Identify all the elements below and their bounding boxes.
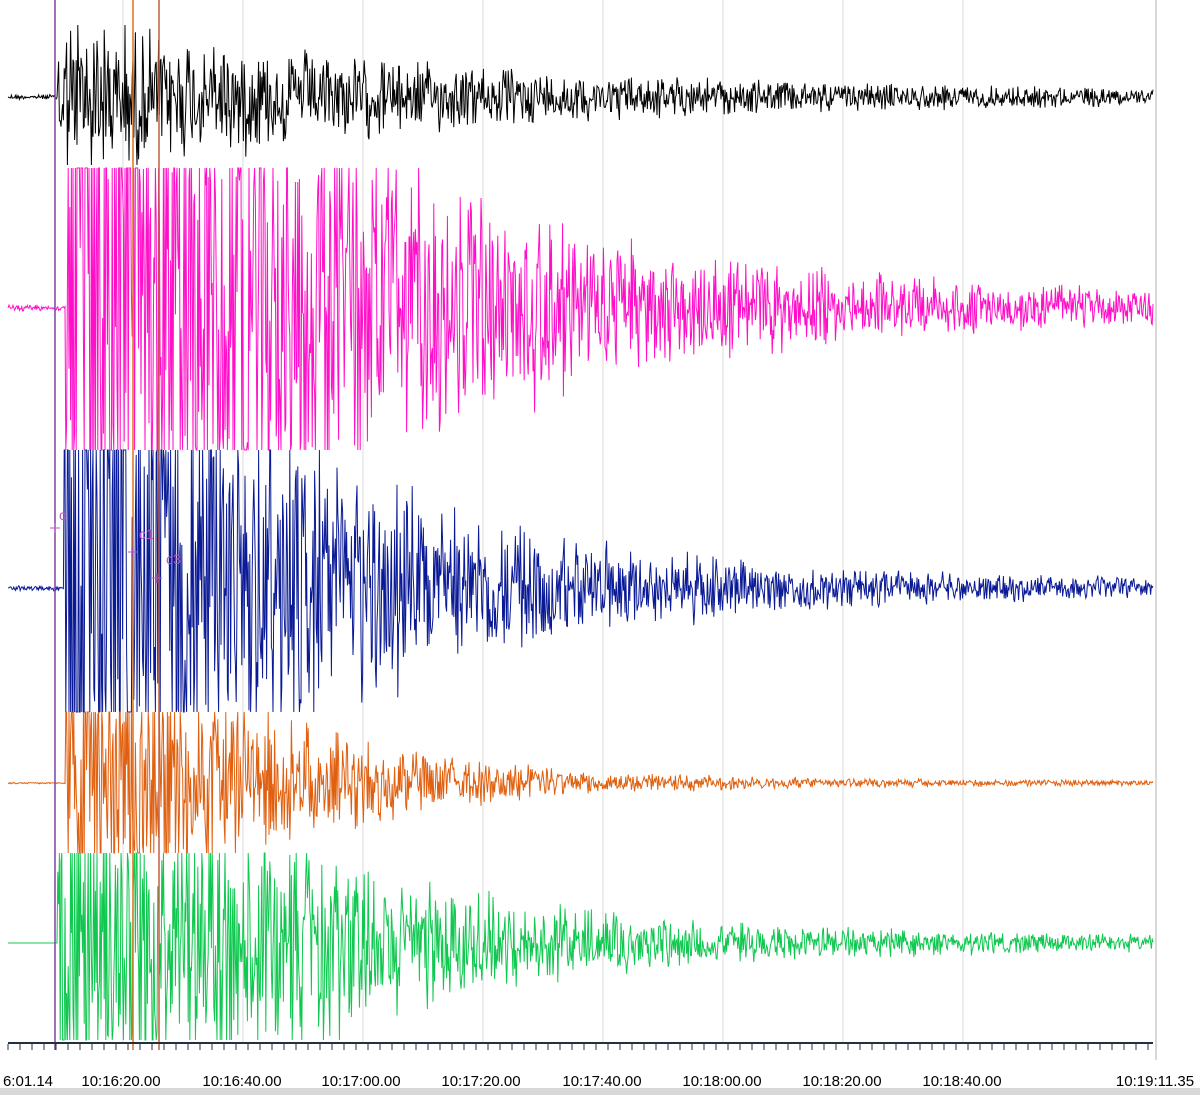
waveform: [7, 24, 1154, 166]
time-tick-label: 10:18:40.00: [922, 1073, 1001, 1090]
time-tick-label: 10:18:20.00: [802, 1073, 881, 1090]
waveform: [7, 449, 1154, 713]
time-tick-label: 10:17:20.00: [441, 1073, 520, 1090]
waveform: [8, 851, 1154, 1041]
marker-label: c1: [139, 526, 154, 542]
time-axis: 6:01.14 10:16:20.00 10:16:40.00 10:17:00.00…: [3, 1044, 1194, 1090]
marker-label: c3: [166, 551, 181, 567]
time-tick-label: 10:16:20.00: [81, 1073, 160, 1090]
waveform: [7, 711, 1154, 854]
time-tick-label: 10:16:40.00: [202, 1073, 281, 1090]
time-tick-label: 10:17:00.00: [321, 1073, 400, 1090]
grid: [122, 0, 964, 1043]
status-bar: [0, 1088, 1200, 1095]
marker-cross: [50, 523, 60, 533]
time-tick-label: 10:17:40.00: [562, 1073, 641, 1090]
time-tick-label: 10:19:11.35: [1116, 1073, 1194, 1090]
marker-cross: [152, 573, 162, 583]
traces: [7, 24, 1154, 1041]
time-tick-label: 6:01.14: [3, 1073, 53, 1090]
markers: c c1 c3: [50, 507, 181, 583]
marker-label: c: [59, 507, 66, 523]
marker-cross: [128, 547, 138, 557]
waveform: [7, 167, 1154, 451]
time-tick-label: 10:18:00.00: [682, 1073, 761, 1090]
